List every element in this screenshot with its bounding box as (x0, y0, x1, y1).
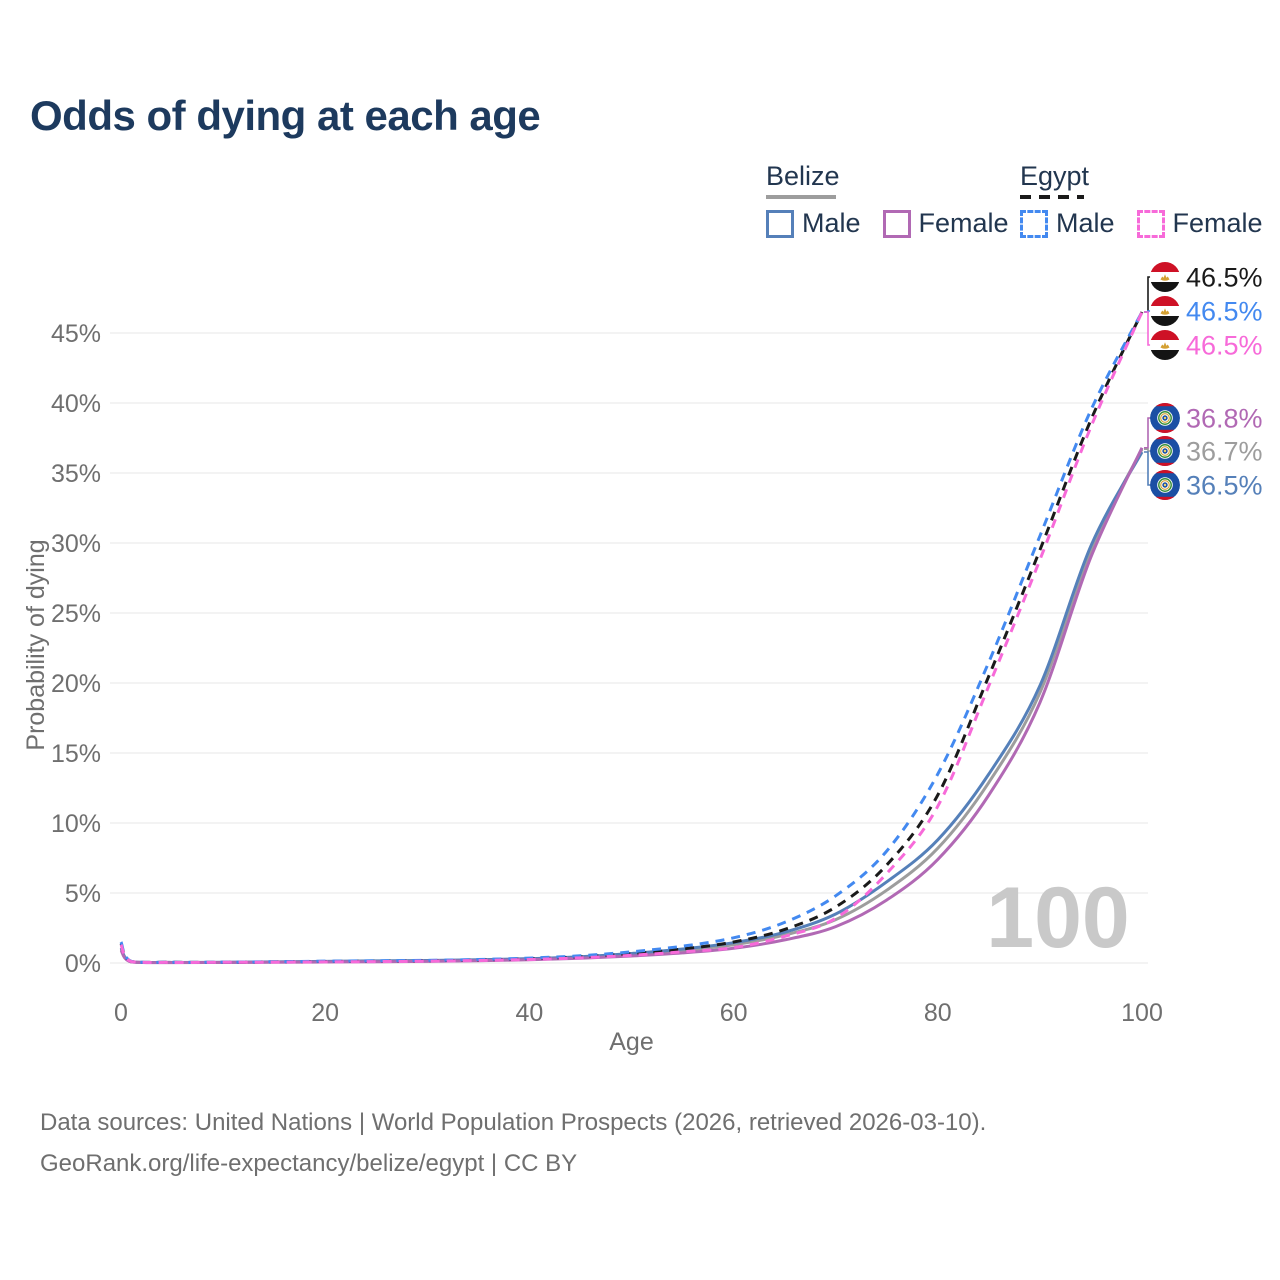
x-tick-0: 0 (114, 999, 128, 1027)
legend-item-belize-female[interactable]: Female (882, 208, 1009, 239)
end-label-belize-both: 36.7% (1186, 437, 1263, 467)
belize-female-swatch-icon (882, 209, 911, 238)
egypt-dashed-line-swatch (1020, 195, 1084, 199)
y-axis-title: Probability of dying (22, 539, 50, 750)
legend-item-egypt-male[interactable]: Male (1020, 208, 1115, 239)
y-tick-0: 0% (65, 950, 101, 978)
end-label-group-belize-both: 36.7% (1144, 436, 1263, 467)
legend-items-egypt: Male Female (1020, 208, 1263, 239)
line-egypt-both[interactable] (119, 311, 1144, 964)
line-egypt-male[interactable] (119, 311, 1144, 964)
end-label-egypt-male: 46.5% (1186, 297, 1263, 327)
end-label-egypt-both: 46.5% (1186, 263, 1263, 293)
x-tick-60: 60 (720, 999, 748, 1027)
leader-line-egypt-female (1144, 311, 1151, 346)
watermark-age-100: 100 (986, 870, 1130, 966)
page-title: Odds of dying at each age (30, 92, 541, 139)
egypt-flag-icon (1150, 296, 1180, 326)
egypt-flag-icon (1150, 262, 1180, 292)
legend-country-belize-label: Belize (766, 161, 840, 191)
x-axis-title: Age (609, 1028, 653, 1056)
y-tick-45: 45% (51, 320, 101, 348)
y-tick-10: 10% (51, 810, 101, 838)
end-label-group-egypt-female: 46.5% (1144, 311, 1263, 361)
y-tick-20: 20% (51, 670, 101, 698)
y-tick-25: 25% (51, 600, 101, 628)
legend-item-belize-male[interactable]: Male (766, 208, 861, 239)
y-tick-35: 35% (51, 460, 101, 488)
leader-line-belize-male (1144, 451, 1151, 486)
line-egypt-female[interactable] (119, 311, 1144, 965)
footer: Data sources: United Nations | World Pop… (40, 1102, 986, 1184)
belize-male-swatch-icon (766, 209, 794, 238)
x-tick-80: 80 (924, 999, 952, 1027)
legend-group-belize: Belize Male Female (766, 161, 1009, 239)
leader-line-belize-female (1144, 417, 1151, 449)
egypt-male-swatch-icon (1020, 209, 1048, 238)
legend-item-belize-male-label: Male (802, 208, 861, 238)
end-label-group-egypt-both: 46.5% (1144, 262, 1263, 313)
footer-attribution: GeoRank.org/life-expectancy/belize/egypt… (40, 1150, 578, 1177)
legend-country-egypt[interactable]: Egypt (1020, 161, 1263, 199)
x-tick-40: 40 (515, 999, 543, 1027)
legend-country-belize[interactable]: Belize (766, 161, 1009, 199)
footer-data-sources: Data sources: United Nations | World Pop… (40, 1109, 987, 1136)
end-label-group-egypt-male: 46.5% (1144, 296, 1263, 327)
end-label-group-belize-female: 36.8% (1144, 403, 1263, 449)
legend-item-belize-female-label: Female (918, 208, 1009, 238)
legend-group-egypt: Egypt Male Female (1020, 161, 1263, 239)
y-tick-40: 40% (51, 390, 101, 418)
legend-items-belize: Male Female (766, 208, 1009, 239)
belize-flag-icon (1150, 403, 1180, 433)
legend-item-egypt-female[interactable]: Female (1136, 208, 1263, 239)
leader-line-belize-both (1144, 448, 1151, 452)
end-label-belize-female: 36.8% (1186, 404, 1263, 434)
belize-solid-line-swatch (766, 195, 836, 199)
x-tick-20: 20 (311, 999, 339, 1027)
legend-country-egypt-label: Egypt (1020, 161, 1090, 191)
end-label-belize-male: 36.5% (1186, 471, 1263, 501)
egypt-flag-icon (1150, 330, 1180, 360)
x-tick-100: 100 (1121, 999, 1163, 1027)
y-tick-15: 15% (51, 740, 101, 768)
belize-flag-icon (1150, 470, 1180, 500)
end-label-group-belize-male: 36.5% (1144, 451, 1263, 501)
y-tick-5: 5% (65, 880, 101, 908)
end-label-egypt-female: 46.5% (1186, 331, 1263, 361)
legend-item-egypt-female-label: Female (1172, 208, 1263, 238)
leader-line-egypt-both (1144, 276, 1151, 313)
y-tick-30: 30% (51, 530, 101, 558)
egypt-female-swatch-icon (1136, 209, 1165, 238)
legend-item-egypt-male-label: Male (1056, 208, 1115, 238)
belize-flag-icon (1150, 436, 1180, 466)
